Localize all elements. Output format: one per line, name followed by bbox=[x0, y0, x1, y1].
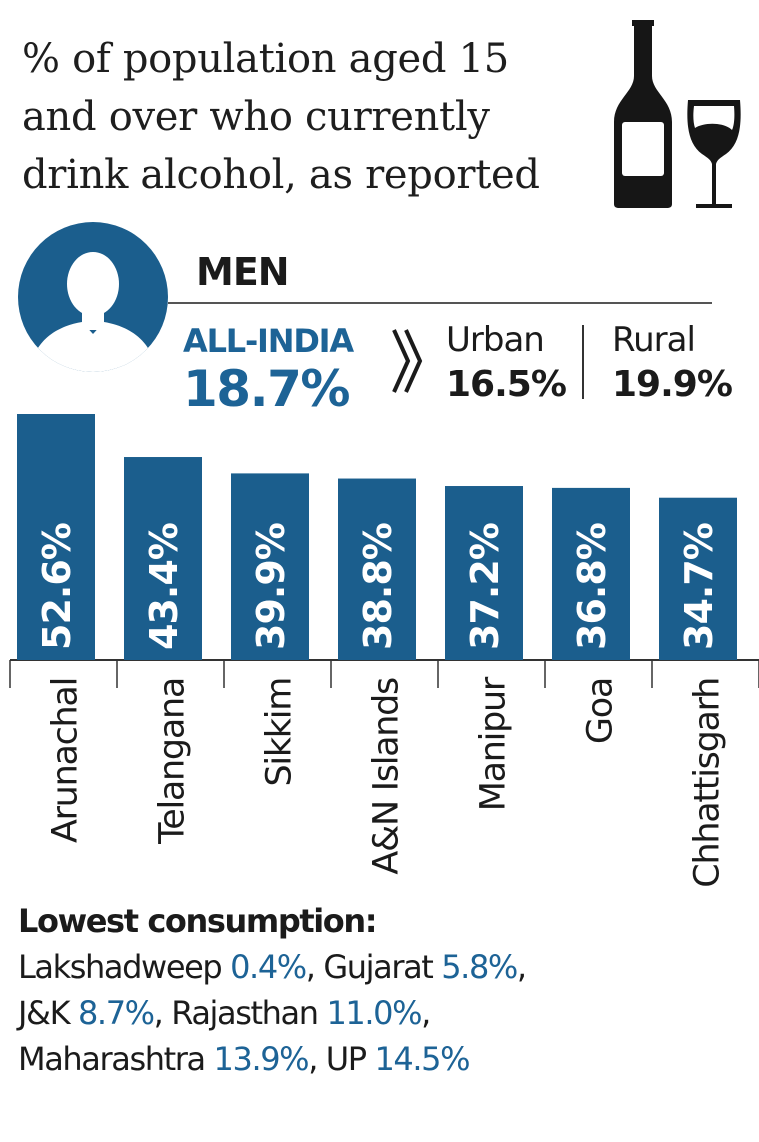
bar-value-label: 39.9% bbox=[249, 523, 293, 650]
lowest-consumption: Lowest consumption: Lakshadweep 0.4%, Gu… bbox=[18, 898, 748, 1082]
bar bbox=[659, 497, 737, 660]
all-india-label: ALL-INDIA bbox=[183, 322, 354, 360]
rural-label: Rural bbox=[612, 320, 696, 360]
lowest-value: 13.9% bbox=[213, 1040, 310, 1078]
lowest-value: 5.8% bbox=[441, 948, 518, 986]
category-label: Telangana bbox=[153, 678, 193, 845]
lowest-heading: Lowest consumption: bbox=[18, 902, 378, 940]
lowest-name: Gujarat bbox=[323, 948, 433, 986]
lowest-value: 8.7% bbox=[77, 994, 155, 1032]
bar bbox=[338, 478, 416, 660]
bar bbox=[445, 486, 523, 660]
rural-value: 19.9% bbox=[612, 364, 733, 405]
lowest-name: Rajasthan bbox=[171, 994, 319, 1032]
chart-title: % of population aged 15 and over who cur… bbox=[22, 30, 602, 204]
category-label: Sikkim bbox=[260, 678, 300, 787]
lowest-line-2: J&K 8.7%, Rajasthan 11.0%, bbox=[18, 994, 431, 1032]
category-label: Chhattisgarh bbox=[688, 678, 728, 888]
bar-value-label: 34.7% bbox=[677, 523, 721, 650]
lowest-name: Maharashtra bbox=[18, 1040, 206, 1078]
bar-value-label: 38.8% bbox=[356, 523, 400, 650]
wine-glass-icon bbox=[687, 100, 741, 208]
bar-value-label: 52.6% bbox=[35, 523, 79, 650]
lowest-value: 0.4% bbox=[230, 948, 307, 986]
bar bbox=[552, 487, 630, 660]
urban-value: 16.5% bbox=[446, 364, 567, 405]
category-label: A&N Islands bbox=[367, 678, 407, 875]
urban-rural-divider bbox=[582, 325, 584, 399]
person-silhouette-icon bbox=[18, 222, 168, 372]
bar bbox=[124, 457, 202, 660]
lowest-value: 11.0% bbox=[326, 994, 422, 1032]
title-line-1: % of population aged 15 bbox=[22, 36, 509, 82]
section-label: MEN bbox=[196, 250, 290, 294]
bar-value-label: 43.4% bbox=[142, 523, 186, 650]
double-chevron-icon bbox=[392, 329, 423, 393]
bar bbox=[17, 414, 95, 660]
lowest-name: J&K bbox=[18, 994, 71, 1032]
all-india-value: 18.7% bbox=[183, 360, 350, 418]
title-line-2: and over who currently bbox=[22, 94, 490, 140]
section-rule bbox=[168, 302, 712, 304]
bar bbox=[231, 473, 309, 660]
wine-bottle-icon bbox=[614, 20, 672, 208]
category-label: Goa bbox=[581, 678, 621, 744]
lowest-name: UP bbox=[325, 1040, 367, 1078]
urban-label: Urban bbox=[446, 320, 545, 360]
lowest-line-1: Lakshadweep 0.4%, Gujarat 5.8%, bbox=[18, 948, 527, 986]
bar-value-label: 36.8% bbox=[570, 523, 614, 650]
category-label: Arunachal bbox=[46, 678, 86, 843]
lowest-line-3: Maharashtra 13.9%, UP 14.5% bbox=[18, 1040, 471, 1078]
category-label: Manipur bbox=[474, 676, 514, 811]
bar-value-label: 37.2% bbox=[463, 523, 507, 650]
bar-chart: 52.6% Arunachal 43.4% Telangana 39.9% Sikkim 3… bbox=[9, 414, 759, 888]
lowest-value: 14.5% bbox=[374, 1040, 470, 1078]
title-line-3: drink alcohol, as reported bbox=[22, 152, 540, 198]
lowest-name: Lakshadweep bbox=[18, 948, 223, 986]
